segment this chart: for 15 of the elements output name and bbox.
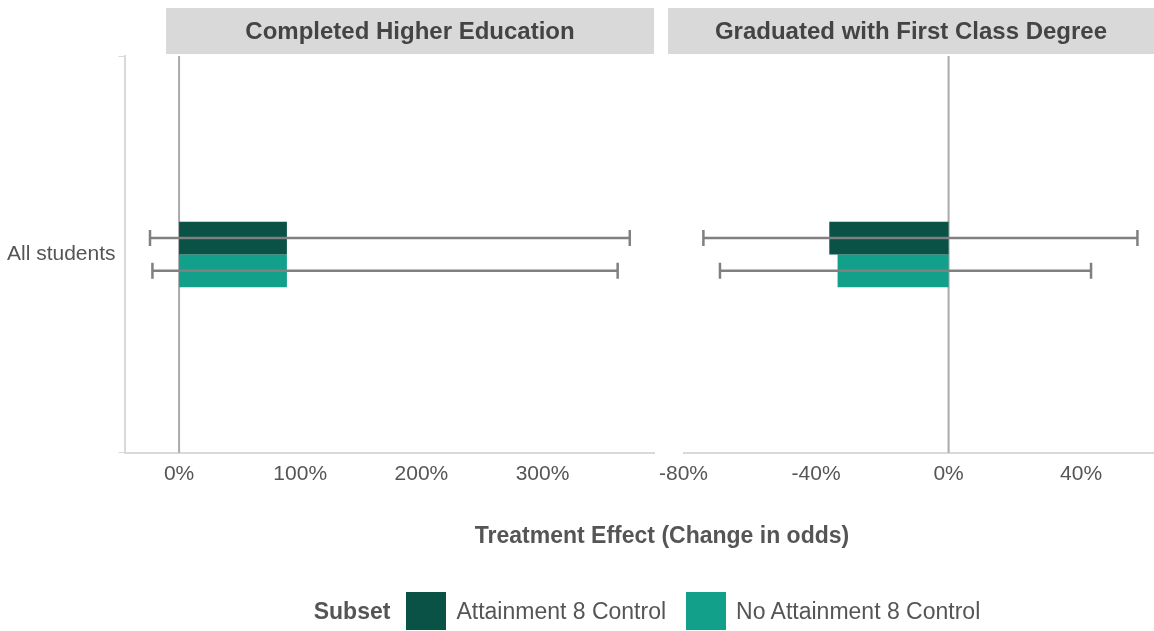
x-tick-label: 0% [163, 461, 195, 485]
x-tick-label: -40% [791, 461, 841, 485]
y-tick-label: All students [7, 241, 116, 265]
chart-title: Graduated with First Class Degree [668, 8, 1154, 54]
x-tick-label: 300% [515, 461, 570, 485]
x-tick-label: -80% [659, 461, 709, 485]
x-tick-label: 40% [1060, 461, 1103, 485]
chart-title: Completed Higher Education [166, 8, 654, 54]
x-tick-label: 100% [273, 461, 328, 485]
legend-label: Attainment 8 Control [456, 597, 667, 625]
x-axis-title: Treatment Effect (Change in odds) [473, 522, 851, 549]
x-tick-label: 200% [394, 461, 449, 485]
legend-title: Subset [313, 597, 391, 625]
x-tick-label: 0% [933, 461, 964, 485]
legend-label: No Attainment 8 Control [736, 597, 981, 625]
